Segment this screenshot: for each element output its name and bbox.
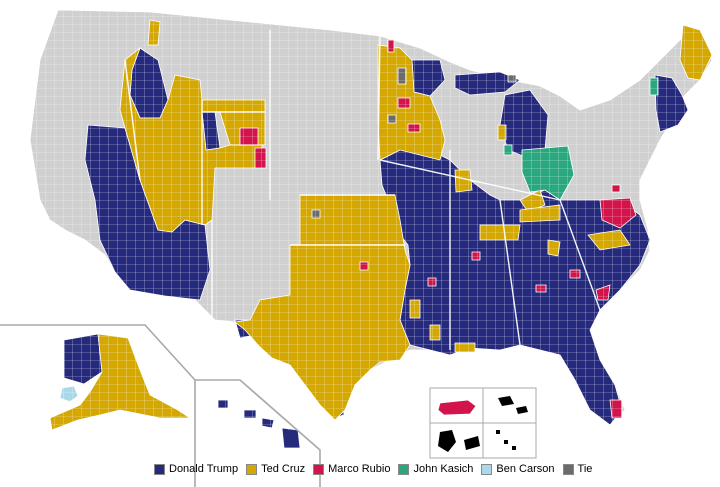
legend-label-rubio: Marco Rubio [328,463,391,475]
samoa-shape [504,440,508,444]
territories-inset [429,387,537,459]
legend-swatch-trump [154,463,165,475]
virgin-islands-shape [498,396,514,406]
county-borders [30,10,715,430]
guam-shape [438,430,456,452]
legend-label-carson: Ben Carson [496,463,555,475]
legend-item-kasich: John Kasich [398,463,473,475]
legend-label-cruz: Ted Cruz [261,463,306,475]
legend-item-tie: Tie [562,463,593,475]
legend-swatch-tie [562,463,574,475]
legend-label-trump: Donald Trump [169,463,239,475]
legend-swatch-cruz [246,463,258,475]
puerto-rico-shape [437,399,477,416]
legend-label-kasich: John Kasich [413,463,474,475]
state-borders [124,30,601,350]
legend-label-tie: Tie [577,463,593,475]
legend-swatch-carson [481,463,493,475]
legend: Donald Trump Ted Cruz Marco Rubio John K… [154,463,600,475]
legend-item-carson: Ben Carson [481,463,555,475]
legend-swatch-kasich [398,463,410,475]
legend-swatch-rubio [313,463,325,475]
legend-item-cruz: Ted Cruz [246,463,305,475]
mariana-shape [464,436,480,450]
legend-item-rubio: Marco Rubio [313,463,390,475]
legend-item-trump: Donald Trump [154,463,238,475]
